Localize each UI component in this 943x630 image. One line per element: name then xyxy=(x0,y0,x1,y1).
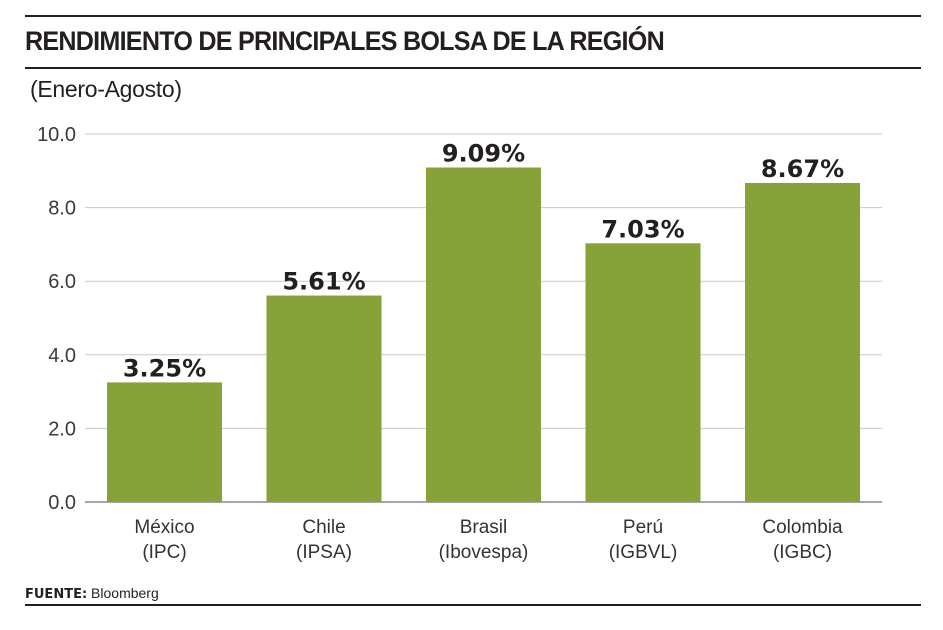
chart-title: RENDIMIENTO DE PRINCIPALES BOLSA DE LA R… xyxy=(25,26,665,56)
y-axis-ticks: 0.0 2.0 4.0 6.0 8.0 10.0 xyxy=(37,124,76,514)
value-label: 5.61% xyxy=(282,268,365,296)
value-label: 9.09% xyxy=(442,139,525,167)
bars xyxy=(107,167,860,502)
category-label: Brasil xyxy=(460,517,508,538)
value-label: 7.03% xyxy=(601,215,684,243)
top-rule xyxy=(25,15,921,17)
chart-subtitle: (Enero-Agosto) xyxy=(30,76,182,102)
y-tick-label: 8.0 xyxy=(48,198,76,220)
title-rule xyxy=(25,67,921,69)
y-tick-label: 0.0 xyxy=(48,492,76,514)
bottom-rule xyxy=(25,604,921,606)
bar xyxy=(107,382,222,502)
category-label: Chile xyxy=(302,517,345,538)
source-note: FUENTE: Bloomberg xyxy=(25,585,159,602)
value-label: 8.67% xyxy=(761,155,844,183)
category-index-label: (Ibovespa) xyxy=(439,542,529,563)
source-value: Bloomberg xyxy=(91,585,159,601)
value-label: 3.25% xyxy=(123,354,206,382)
x-axis-labels: México (IPC) Chile (IPSA) Brasil (Ibovespa) Pe… xyxy=(134,517,843,563)
bar xyxy=(745,182,860,502)
category-index-label: (IGBC) xyxy=(773,542,832,563)
y-tick-label: 2.0 xyxy=(48,418,76,440)
category-label: Perú xyxy=(623,517,663,538)
bar xyxy=(426,167,541,502)
category-index-label: (IPSA) xyxy=(296,542,352,563)
value-labels: 3.25% 5.61% 9.09% 7.03% 8.67% xyxy=(123,139,844,382)
y-tick-label: 10.0 xyxy=(37,124,76,146)
category-label: Colombia xyxy=(762,517,843,538)
category-label: México xyxy=(134,517,194,538)
bar xyxy=(266,295,382,502)
y-tick-label: 6.0 xyxy=(48,271,76,293)
category-index-label: (IPC) xyxy=(142,542,186,563)
category-index-label: (IGBVL) xyxy=(609,542,678,563)
bar xyxy=(585,243,701,502)
source-label: FUENTE: xyxy=(25,587,88,602)
y-tick-label: 4.0 xyxy=(48,345,76,367)
